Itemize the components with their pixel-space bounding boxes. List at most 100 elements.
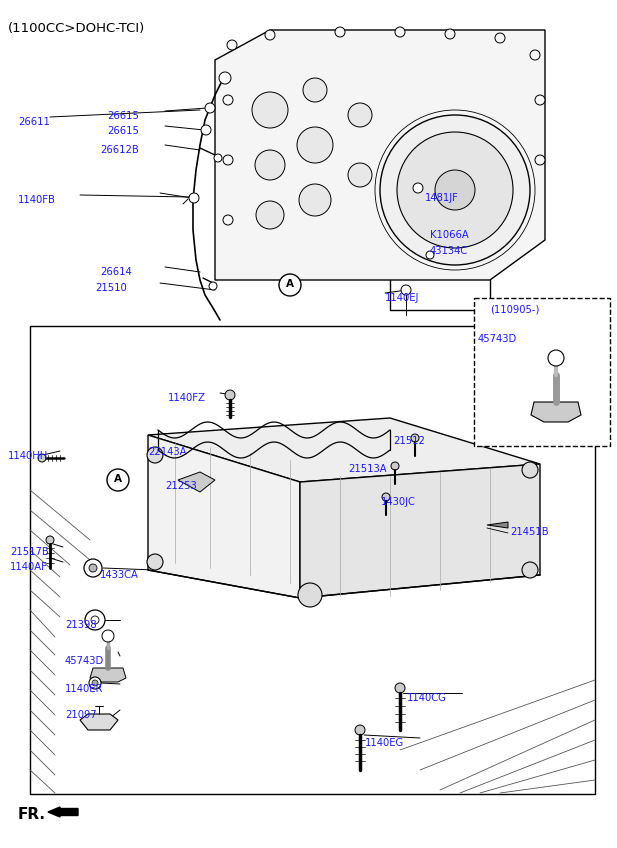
Circle shape [89,564,97,572]
Text: 26611: 26611 [18,117,50,127]
Text: 21512: 21512 [393,436,425,446]
Text: 45743D: 45743D [478,334,517,344]
Circle shape [255,150,285,180]
Circle shape [535,155,545,165]
FancyArrow shape [48,807,78,817]
Polygon shape [80,714,118,730]
Circle shape [107,469,129,491]
Circle shape [89,677,101,689]
Circle shape [219,72,231,84]
Polygon shape [215,30,545,280]
Circle shape [395,27,405,37]
Circle shape [426,251,434,259]
Text: 1140FB: 1140FB [18,195,56,205]
Circle shape [297,127,333,163]
Circle shape [391,462,399,470]
Text: 1140ER: 1140ER [65,684,104,694]
Circle shape [227,40,237,50]
Text: (1100CC>DOHC-TCI): (1100CC>DOHC-TCI) [8,22,145,35]
Text: K1066A: K1066A [430,230,469,240]
Text: 22143A: 22143A [148,447,186,457]
Circle shape [223,155,233,165]
Text: 26612B: 26612B [100,145,139,155]
Circle shape [348,163,372,187]
Circle shape [495,33,505,43]
Text: 21097: 21097 [65,710,97,720]
Circle shape [46,536,54,544]
Circle shape [92,680,98,686]
Circle shape [445,29,455,39]
Circle shape [252,92,288,128]
Text: 1140EG: 1140EG [365,738,404,748]
Circle shape [279,274,301,296]
Polygon shape [148,418,540,482]
Circle shape [522,462,538,478]
Circle shape [91,616,99,624]
Circle shape [265,30,275,40]
Circle shape [298,583,322,607]
Circle shape [303,78,327,102]
Circle shape [147,447,163,463]
Circle shape [530,50,540,60]
Circle shape [256,201,284,229]
Text: 1140AF: 1140AF [10,562,48,572]
Circle shape [38,454,46,462]
Text: A: A [286,279,294,289]
Text: 26615: 26615 [107,111,139,121]
Text: 1433CA: 1433CA [100,570,139,580]
Circle shape [299,184,331,216]
Text: 21253: 21253 [165,481,197,491]
Circle shape [335,27,345,37]
Circle shape [205,103,215,113]
Circle shape [435,170,475,210]
Polygon shape [531,402,581,422]
Circle shape [102,630,114,642]
Text: A: A [114,474,122,484]
Polygon shape [90,668,126,682]
Circle shape [223,95,233,105]
Circle shape [355,725,365,735]
Circle shape [535,95,545,105]
Polygon shape [178,472,215,492]
Text: 21398: 21398 [65,620,97,630]
Circle shape [401,285,411,295]
Text: 26615: 26615 [107,126,139,136]
Circle shape [411,434,419,442]
Text: 1140CG: 1140CG [407,693,447,703]
Circle shape [201,125,211,135]
Polygon shape [487,522,508,528]
Circle shape [85,610,105,630]
Circle shape [382,493,390,501]
Circle shape [225,390,235,400]
Text: 43134C: 43134C [430,246,468,256]
Circle shape [522,562,538,578]
Polygon shape [148,435,300,598]
Circle shape [147,554,163,570]
Circle shape [413,183,423,193]
Text: 26614: 26614 [100,267,132,277]
Circle shape [548,350,564,366]
Polygon shape [300,464,540,598]
Bar [30,326,595,794]
Text: 1140EJ: 1140EJ [385,293,420,303]
Bar [474,298,610,446]
Text: 1140HH: 1140HH [8,451,48,461]
Text: FR.: FR. [18,807,46,822]
Text: 1430JC: 1430JC [381,497,416,507]
Text: 21513A: 21513A [348,464,387,474]
Circle shape [380,115,530,265]
Text: (110905-): (110905-) [490,305,539,315]
Circle shape [397,132,513,248]
Text: 21510: 21510 [95,283,126,293]
Circle shape [348,103,372,127]
Circle shape [395,683,405,693]
Circle shape [223,215,233,225]
Circle shape [84,559,102,577]
Text: 21451B: 21451B [510,527,549,537]
Circle shape [209,282,217,290]
Circle shape [189,193,199,203]
Text: 45743D: 45743D [65,656,104,666]
Text: 1140FZ: 1140FZ [168,393,206,403]
Text: 1481JF: 1481JF [425,193,459,203]
Circle shape [214,154,222,162]
